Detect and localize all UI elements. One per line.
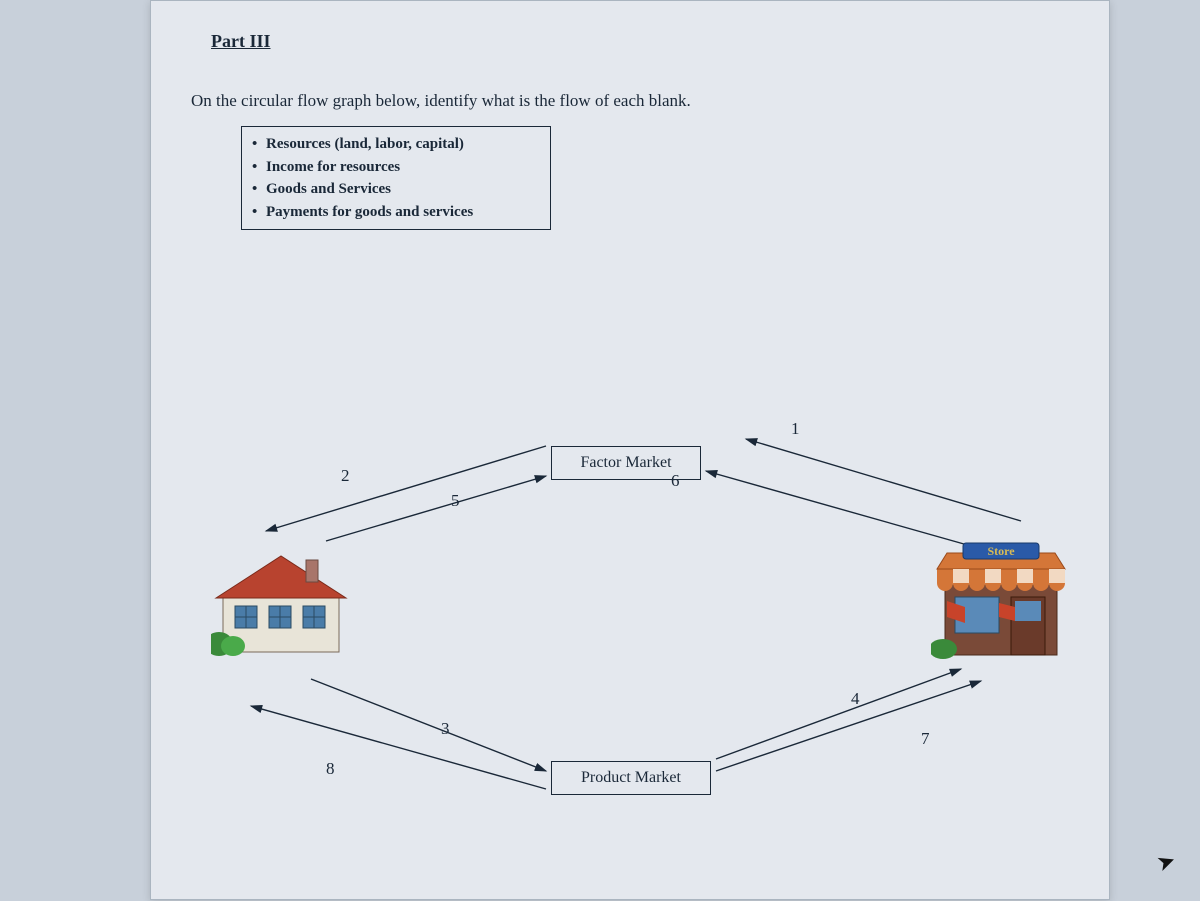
factor-market-label: Factor Market	[580, 454, 671, 472]
flow-label-3: 3	[441, 719, 450, 739]
flow-label-7: 7	[921, 729, 930, 749]
house-icon	[211, 546, 351, 656]
circular-flow-diagram: Factor Market Product Market 1 2 3 4 5 6…	[151, 1, 1111, 901]
product-market-label: Product Market	[581, 769, 681, 787]
flow-label-2: 2	[341, 466, 350, 486]
flow-label-1: 1	[791, 419, 800, 439]
flow-label-8: 8	[326, 759, 335, 779]
store-sign-text: Store	[987, 544, 1015, 558]
store-icon: Store	[931, 541, 1071, 661]
cursor-icon: ➤	[1153, 847, 1179, 878]
product-market-box: Product Market	[551, 761, 711, 795]
flow-label-5: 5	[451, 491, 460, 511]
document-page: Part III On the circular flow graph belo…	[150, 0, 1110, 900]
flow-label-6: 6	[671, 471, 680, 491]
flow-label-4: 4	[851, 689, 860, 709]
